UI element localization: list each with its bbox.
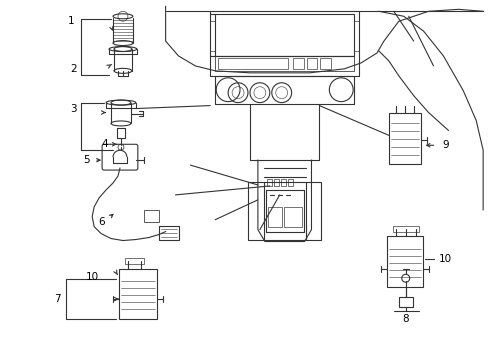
Text: 8: 8 — [402, 314, 408, 324]
Text: 10: 10 — [438, 255, 451, 264]
Text: 5: 5 — [83, 155, 89, 165]
Text: 4: 4 — [102, 139, 108, 149]
Text: 3: 3 — [70, 104, 77, 113]
Text: 1: 1 — [68, 16, 75, 26]
Text: 7: 7 — [54, 294, 61, 304]
Text: 9: 9 — [441, 140, 448, 150]
Text: 2: 2 — [70, 64, 77, 74]
Text: 10: 10 — [85, 272, 99, 282]
Text: 6: 6 — [98, 217, 104, 227]
